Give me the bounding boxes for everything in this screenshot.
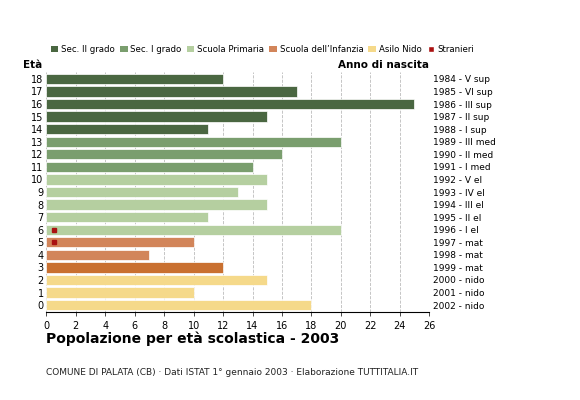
Bar	[46, 136, 341, 147]
Bar	[46, 224, 341, 235]
Bar	[46, 99, 415, 109]
Bar	[46, 200, 267, 210]
Legend: Sec. II grado, Sec. I grado, Scuola Primaria, Scuola dell’Infanzia, Asilo Nido, : Sec. II grado, Sec. I grado, Scuola Prim…	[50, 45, 474, 54]
Bar	[46, 212, 208, 222]
Bar	[46, 287, 194, 298]
Bar	[46, 250, 150, 260]
Bar	[46, 262, 223, 272]
Text: Età: Età	[23, 60, 42, 70]
Bar	[46, 149, 282, 160]
Bar	[46, 112, 267, 122]
Text: Popolazione per età scolastica - 2003: Popolazione per età scolastica - 2003	[46, 332, 340, 346]
Bar	[46, 300, 311, 310]
Bar	[46, 174, 267, 184]
Bar	[46, 275, 267, 285]
Bar	[46, 86, 297, 97]
Bar	[46, 124, 208, 134]
Bar	[46, 74, 223, 84]
Text: Anno di nascita: Anno di nascita	[338, 60, 429, 70]
Text: COMUNE DI PALATA (CB) · Dati ISTAT 1° gennaio 2003 · Elaborazione TUTTITALIA.IT: COMUNE DI PALATA (CB) · Dati ISTAT 1° ge…	[46, 368, 419, 377]
Bar	[46, 187, 238, 197]
Bar	[46, 162, 252, 172]
Bar	[46, 237, 194, 248]
